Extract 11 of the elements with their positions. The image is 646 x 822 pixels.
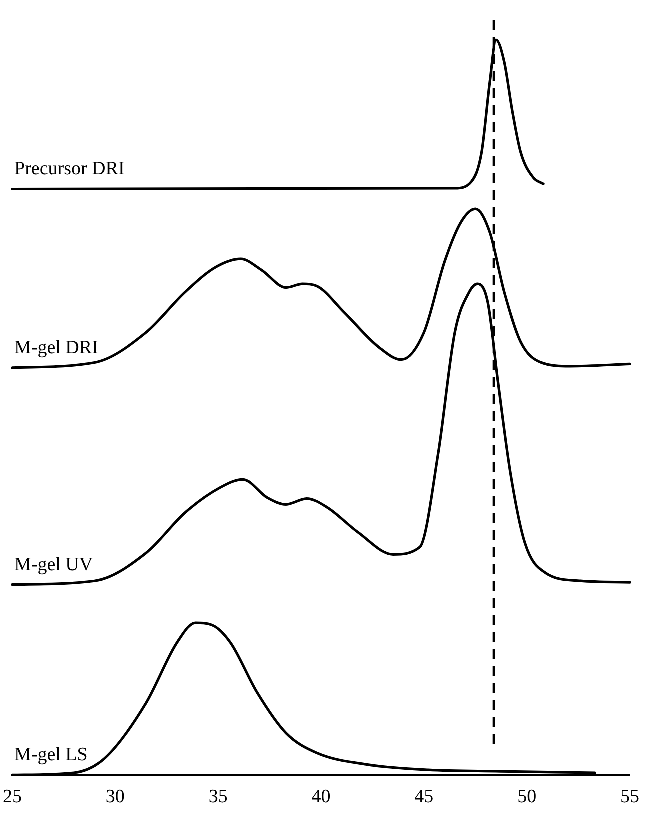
series-label: M-gel DRI <box>14 337 98 358</box>
x-tick-label: 50 <box>518 786 537 808</box>
series-label: Precursor DRI <box>14 158 125 180</box>
x-tick-label: 40 <box>312 786 331 808</box>
x-tick-label: 35 <box>208 786 228 808</box>
x-tick-label: 55 <box>620 786 640 808</box>
x-tick-label: 45 <box>414 786 434 808</box>
series-label: M-gel LS <box>14 744 88 766</box>
x-tick-label: 30 <box>106 786 125 808</box>
series-label: M-gel UV <box>14 554 94 576</box>
x-tick-label: 25 <box>3 786 22 808</box>
